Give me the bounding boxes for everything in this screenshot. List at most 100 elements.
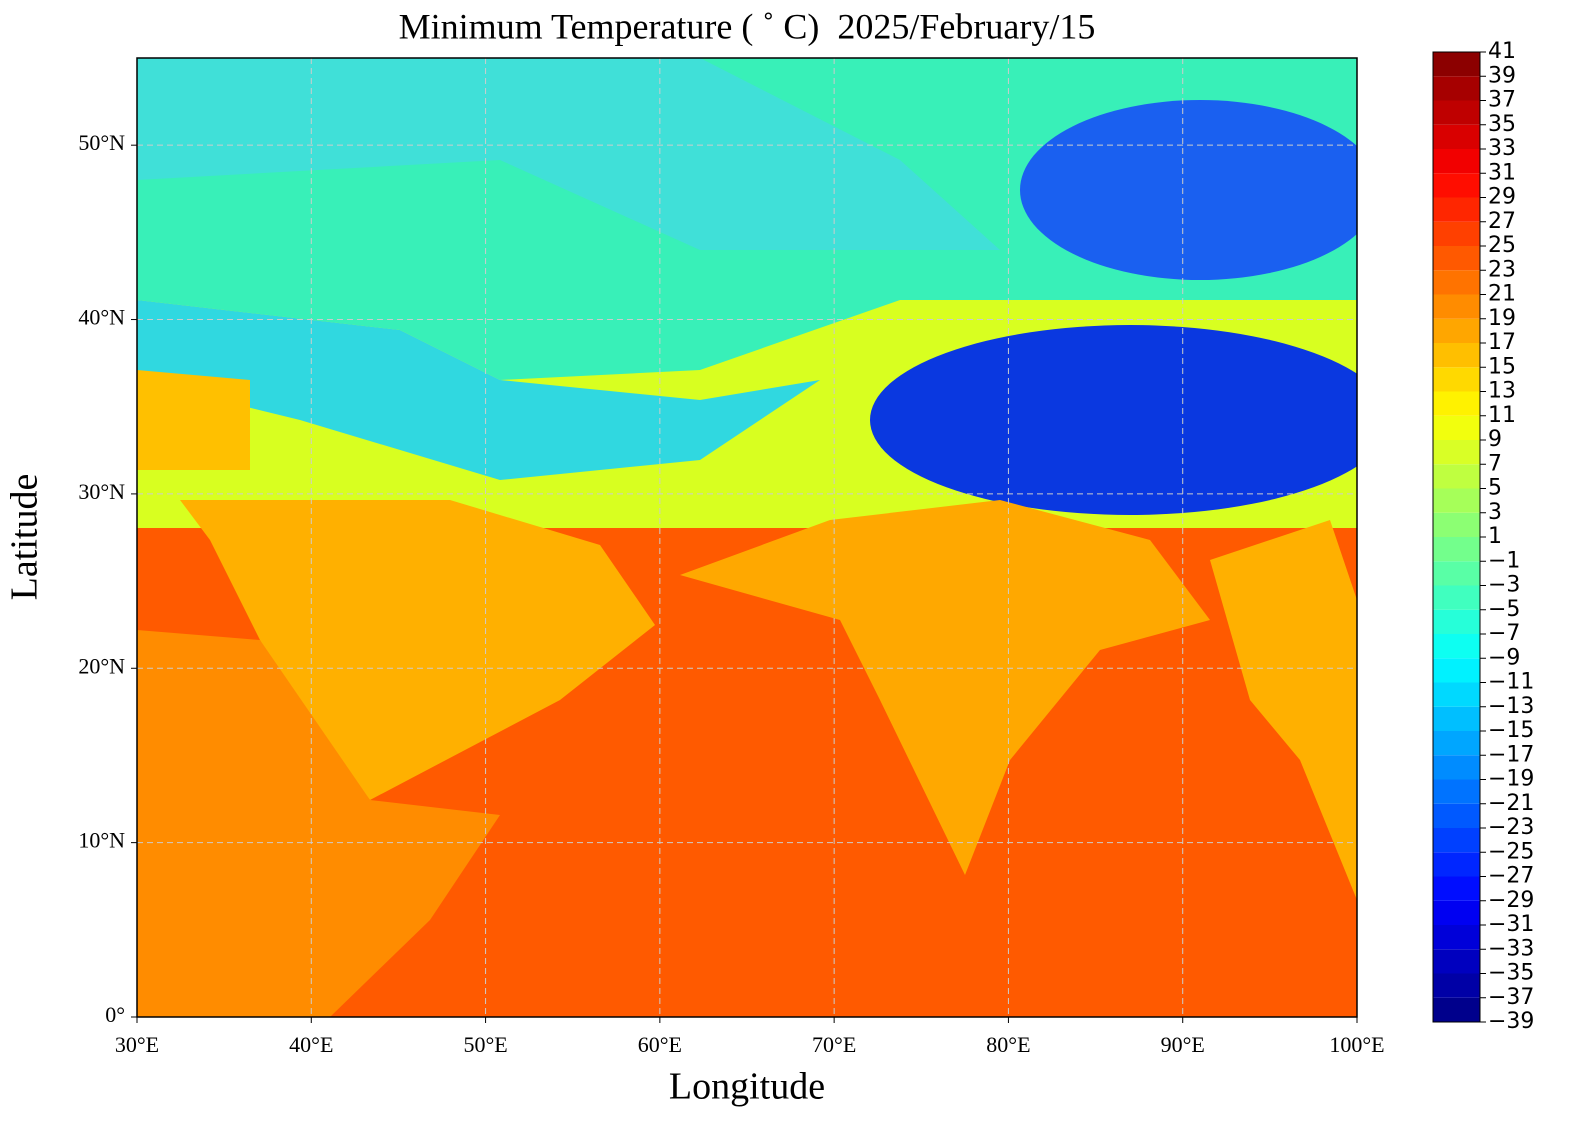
colorbar-tick-label: 41: [1488, 39, 1516, 64]
colorbar-tick-label: 35: [1488, 112, 1516, 137]
colorbar-tick-label: −29: [1488, 888, 1534, 913]
x-tick-label: 90°E: [1161, 1032, 1205, 1057]
colorbar-band: [1433, 876, 1480, 901]
colorbar-band: [1433, 367, 1480, 392]
colorbar-tick-label: −23: [1488, 815, 1534, 840]
colorbar-band: [1433, 52, 1480, 77]
steppe: [137, 58, 1000, 250]
colorbar-tick-label: 3: [1488, 500, 1502, 525]
colorbar-band: [1433, 415, 1480, 440]
colorbar-tick-label: 7: [1488, 451, 1502, 476]
colorbar-tick-label: −25: [1488, 839, 1534, 864]
y-axis-label: Latitude: [4, 474, 46, 601]
x-tick-label: 100°E: [1329, 1032, 1384, 1057]
colorbar-tick-label: 39: [1488, 63, 1516, 88]
colorbar-band: [1433, 997, 1480, 1022]
colorbar-tick-label: 23: [1488, 257, 1516, 282]
colorbar-tick-label: −27: [1488, 864, 1534, 889]
colorbar-tick-label: −13: [1488, 694, 1534, 719]
india: [680, 500, 1210, 875]
x-tick-label: 50°E: [463, 1032, 507, 1057]
colorbar-band: [1433, 343, 1480, 368]
x-tick-label: 40°E: [289, 1032, 333, 1057]
arabia: [180, 500, 655, 800]
southeast-asia: [1210, 520, 1357, 900]
colorbar-tick-label: −35: [1488, 961, 1534, 986]
colorbar-band: [1433, 561, 1480, 586]
colorbar-tick-label: −21: [1488, 791, 1534, 816]
colorbar-band: [1433, 706, 1480, 731]
colorbar-tick-label: 37: [1488, 88, 1516, 113]
colorbar-tick-label: 29: [1488, 185, 1516, 210]
colorbar-band: [1433, 76, 1480, 101]
colorbar-band: [1433, 949, 1480, 974]
colorbar-band: [1433, 779, 1480, 804]
colorbar-tick-label: 15: [1488, 354, 1516, 379]
colorbar-band: [1433, 440, 1480, 465]
plot-frame: [136, 57, 1358, 1018]
colorbar-band: [1433, 173, 1480, 198]
colorbar-band: [1433, 900, 1480, 925]
y-tick-label: 10°N: [78, 828, 125, 853]
colorbar-tick-label: 9: [1488, 427, 1502, 452]
colorbar-band: [1433, 246, 1480, 271]
colorbar-tick-label: 31: [1488, 160, 1516, 185]
colorbar-tick-label: −5: [1488, 597, 1520, 622]
colorbar-tick-label: −31: [1488, 912, 1534, 937]
colorbar-band: [1433, 221, 1480, 246]
mongolia-cold: [1020, 100, 1357, 280]
colorbar-band: [1433, 682, 1480, 707]
colorbar-band: [1433, 100, 1480, 125]
colorbar-band: [1433, 828, 1480, 853]
colorbar-band: [1433, 537, 1480, 562]
colorbar-tick-label: −7: [1488, 621, 1520, 646]
colorbar-band: [1433, 973, 1480, 998]
colorbar-tick-label: −17: [1488, 742, 1534, 767]
colorbar-band: [1433, 634, 1480, 659]
colorbar-band: [1433, 294, 1480, 319]
colorbar-band: [1433, 658, 1480, 683]
y-tick-label: 20°N: [78, 653, 125, 678]
colorbar-tick-label: −15: [1488, 718, 1534, 743]
y-tick-label: 0°: [105, 1002, 125, 1027]
colorbar-tick-label: −39: [1488, 1009, 1534, 1034]
colorbar-band: [1433, 512, 1480, 537]
colorbar-band: [1433, 124, 1480, 149]
colorbar-band: [1433, 609, 1480, 634]
colorbar-tick-label: −9: [1488, 645, 1520, 670]
colorbar-tick-label: 33: [1488, 136, 1516, 161]
y-tick-label: 30°N: [78, 479, 125, 504]
colorbar-tick-label: 21: [1488, 282, 1516, 307]
colorbar-tick-label: −19: [1488, 767, 1534, 792]
colorbar-tick-label: −37: [1488, 985, 1534, 1010]
colorbar-tick-label: 1: [1488, 524, 1502, 549]
x-tick-label: 60°E: [638, 1032, 682, 1057]
colorbar-band: [1433, 197, 1480, 222]
colorbar-tick-label: −33: [1488, 936, 1534, 961]
colorbar-tick-label: 25: [1488, 233, 1516, 258]
colorbar-band: [1433, 464, 1480, 489]
colorbar-tick-label: 27: [1488, 209, 1516, 234]
x-axis-label: Longitude: [669, 1066, 825, 1108]
x-tick-label: 30°E: [115, 1032, 159, 1057]
colorbar-tick-label: −11: [1488, 670, 1534, 695]
levant: [137, 370, 250, 470]
y-tick-label: 50°N: [78, 130, 125, 155]
colorbar-tick-label: 17: [1488, 330, 1516, 355]
colorbar-band: [1433, 803, 1480, 828]
colorbar-band: [1433, 585, 1480, 610]
tibet-cold: [870, 325, 1357, 515]
colorbar-tick-label: 5: [1488, 476, 1502, 501]
x-tick-label: 70°E: [812, 1032, 856, 1057]
chart-title: Minimum Temperature ( ˚ C) 2025/February…: [399, 6, 1096, 46]
map-field: [137, 58, 1357, 1017]
colorbar-band: [1433, 488, 1480, 513]
colorbar-tick-label: −1: [1488, 548, 1520, 573]
colorbar-tick-label: 13: [1488, 379, 1516, 404]
colorbar-band: [1433, 731, 1480, 756]
colorbar-band: [1433, 755, 1480, 780]
colorbar-tick-label: −3: [1488, 573, 1520, 598]
x-tick-label: 80°E: [986, 1032, 1030, 1057]
colorbar-band: [1433, 852, 1480, 877]
